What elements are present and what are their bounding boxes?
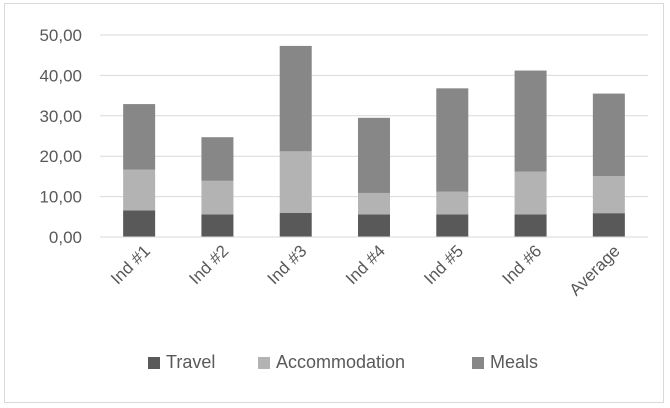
bar-travel-6 xyxy=(514,214,547,237)
legend: Travel Accommodation Meals xyxy=(148,352,538,372)
legend-swatch-travel xyxy=(148,357,160,369)
bar-accommodation-1 xyxy=(123,169,156,211)
x-tick-label: Ind #1 xyxy=(107,241,154,288)
bar-meals-4 xyxy=(358,117,390,193)
bar-meals-2 xyxy=(201,137,234,181)
bars xyxy=(123,45,625,237)
bar-meals-1 xyxy=(123,104,156,170)
bar-travel-5 xyxy=(436,214,469,237)
x-tick-label: Ind #3 xyxy=(264,241,311,288)
x-tick-label: Average xyxy=(566,241,624,299)
bar-accommodation-4 xyxy=(358,192,390,215)
x-tick-label: Ind #6 xyxy=(499,241,546,288)
y-tick-label: 10,00 xyxy=(39,188,82,207)
bar-travel-3 xyxy=(279,212,312,237)
y-axis-ticks: 0,00 10,00 20,00 30,00 40,00 50,00 xyxy=(39,26,82,247)
y-tick-label: 30,00 xyxy=(39,107,82,126)
y-tick-label: 40,00 xyxy=(39,66,82,85)
legend-swatch-accommodation xyxy=(258,357,270,369)
bar-accommodation-7 xyxy=(592,175,625,214)
legend-label-accommodation: Accommodation xyxy=(276,352,405,372)
legend-label-travel: Travel xyxy=(166,352,215,372)
bar-travel-2 xyxy=(201,214,234,237)
bar-accommodation-5 xyxy=(436,191,469,215)
legend-swatch-meals xyxy=(472,357,484,369)
bar-travel-4 xyxy=(358,214,390,237)
bar-meals-6 xyxy=(514,70,547,172)
y-tick-label: 20,00 xyxy=(39,147,82,166)
chart-frame xyxy=(4,3,664,403)
legend-label-meals: Meals xyxy=(490,352,538,372)
bar-accommodation-6 xyxy=(514,171,547,215)
bar-meals-3 xyxy=(279,45,312,152)
y-tick-label: 50,00 xyxy=(39,26,82,45)
bar-travel-7 xyxy=(592,213,625,237)
bar-meals-7 xyxy=(592,93,625,176)
y-tick-label: 0,00 xyxy=(49,228,82,247)
x-tick-label: Ind #4 xyxy=(342,241,389,288)
bar-travel-1 xyxy=(123,210,156,237)
bar-meals-5 xyxy=(436,88,469,192)
x-tick-label: Ind #5 xyxy=(420,241,467,288)
x-axis-labels: Ind #1 Ind #2 Ind #3 Ind #4 Ind #5 Ind #6 Aver… xyxy=(107,241,624,299)
bar-accommodation-2 xyxy=(201,180,234,215)
bar-accommodation-3 xyxy=(279,151,312,213)
x-tick-label: Ind #2 xyxy=(185,241,232,288)
